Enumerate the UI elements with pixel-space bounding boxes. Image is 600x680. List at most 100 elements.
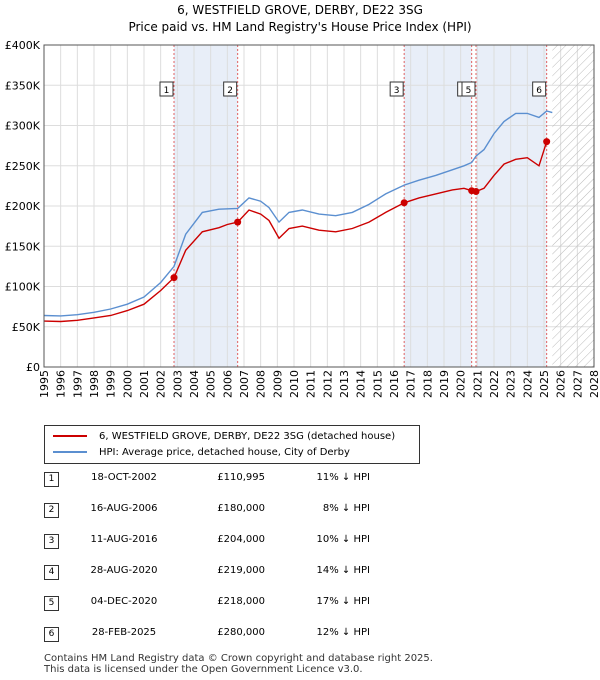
- sale-hpi-diff: 17% ↓ HPI: [316, 596, 370, 607]
- sale-number-badge: 3: [44, 534, 59, 549]
- y-tick-label: £50K: [12, 321, 41, 334]
- legend-label-hpi: HPI: Average price, detached house, City…: [99, 447, 350, 458]
- x-tick-label: 2012: [321, 370, 334, 398]
- footer: Contains HM Land Registry data © Crown c…: [44, 653, 433, 675]
- x-tick-label: 1996: [55, 370, 68, 398]
- legend-swatch-property: [53, 435, 87, 437]
- sale-price: £280,000: [217, 627, 265, 638]
- x-tick-label: 1995: [38, 370, 51, 398]
- legend: 6, WESTFIELD GROVE, DERBY, DE22 3SG (det…: [44, 425, 420, 464]
- legend-item-hpi: HPI: Average price, detached house, City…: [53, 446, 350, 460]
- x-axis: 1995 1996 1997 1998 1999 2000 2001 2002 2003 2004…: [38, 370, 600, 398]
- x-tick-label: 2010: [288, 370, 301, 398]
- sale-number-badge: 5: [44, 596, 59, 611]
- x-tick-label: 2008: [255, 370, 268, 398]
- sale-point: [543, 138, 551, 146]
- sale-price: £218,000: [217, 596, 265, 607]
- x-tick-label: 2005: [205, 370, 218, 398]
- sale-hpi-diff: 12% ↓ HPI: [316, 627, 370, 638]
- sale-hpi-diff: 8% ↓ HPI: [322, 503, 370, 514]
- y-tick-label: £200K: [5, 200, 41, 213]
- y-tick-label: £400K: [5, 39, 41, 52]
- x-tick-label: 2028: [588, 370, 600, 398]
- y-tick-label: £0: [26, 361, 40, 374]
- table-row: 3 11-AUG-2016 £204,000 10% ↓ HPI: [0, 532, 600, 552]
- sale-point: [472, 188, 480, 196]
- footer-copyright: Contains HM Land Registry data © Crown c…: [44, 653, 433, 664]
- x-tick-label: 2014: [355, 370, 368, 398]
- sale-point: [234, 218, 242, 226]
- sale-number-badge: 2: [44, 503, 59, 518]
- x-tick-label: 2015: [371, 370, 384, 398]
- sale-label: 3: [394, 86, 400, 96]
- table-row: 1 18-OCT-2002 £110,995 11% ↓ HPI: [0, 470, 600, 490]
- x-tick-label: 2018: [421, 370, 434, 398]
- legend-swatch-hpi: [53, 451, 87, 453]
- x-tick-label: 2021: [471, 370, 484, 398]
- sale-date-lines: [173, 45, 548, 367]
- x-tick-label: 2024: [521, 370, 534, 398]
- sale-date: 11-AUG-2016: [90, 534, 158, 545]
- x-tick-label: 2022: [488, 370, 501, 398]
- y-tick-label: £150K: [5, 240, 41, 253]
- sale-date: 28-FEB-2025: [91, 627, 157, 638]
- series-line-hpi: [43, 110, 553, 317]
- footer-licence: This data is licensed under the Open Gov…: [44, 664, 363, 675]
- sale-label: 6: [536, 86, 542, 96]
- sale-point: [170, 274, 178, 282]
- sale-price: £219,000: [217, 565, 265, 576]
- x-tick-label: 2004: [188, 370, 201, 398]
- price-chart: 123456 £0£50K£100K£150K£200K£250K£300K£3…: [5, 39, 600, 398]
- sale-date: 18-OCT-2002: [91, 472, 157, 483]
- chart-title: 6, WESTFIELD GROVE, DERBY, DE22 3SG: [177, 3, 423, 17]
- legend-label-property: 6, WESTFIELD GROVE, DERBY, DE22 3SG (det…: [99, 431, 396, 442]
- x-tick-label: 2001: [138, 370, 151, 398]
- x-tick-label: 2003: [171, 370, 184, 398]
- series-line-property: [43, 141, 548, 323]
- sale-date: 04-DEC-2020: [90, 596, 158, 607]
- x-tick-label: 2027: [571, 370, 584, 398]
- x-tick-label: 1998: [88, 370, 101, 398]
- x-tick-label: 2006: [221, 370, 234, 398]
- legend-item-property: 6, WESTFIELD GROVE, DERBY, DE22 3SG (det…: [53, 430, 395, 444]
- sale-label-box: [223, 81, 238, 97]
- sale-price: £180,000: [217, 503, 265, 514]
- table-row: 5 04-DEC-2020 £218,000 17% ↓ HPI: [0, 594, 600, 614]
- x-tick-label: 2009: [271, 370, 284, 398]
- sale-point: [400, 199, 408, 207]
- series-lines: [43, 110, 553, 323]
- sale-hpi-diff: 14% ↓ HPI: [316, 565, 370, 576]
- table-row: 2 16-AUG-2006 £180,000 8% ↓ HPI: [0, 501, 600, 521]
- sale-price: £110,995: [217, 472, 265, 483]
- x-tick-label: 2007: [238, 370, 251, 398]
- y-tick-label: £300K: [5, 120, 41, 133]
- table-row: 6 28-FEB-2025 £280,000 12% ↓ HPI: [0, 625, 600, 645]
- projection-area: [552, 45, 594, 367]
- x-tick-label: 2016: [388, 370, 401, 398]
- x-tick-label: 2019: [438, 370, 451, 398]
- sale-label-box: [532, 81, 547, 97]
- projection-hatch: [552, 45, 594, 367]
- x-tick-label: 2023: [505, 370, 518, 398]
- plot-border: [43, 44, 595, 368]
- chart-subtitle: Price paid vs. HM Land Registry's House …: [128, 20, 472, 34]
- chart-title-block: 6, WESTFIELD GROVE, DERBY, DE22 3SG Pric…: [0, 2, 600, 36]
- y-tick-label: £250K: [5, 160, 41, 173]
- x-tick-label: 2013: [338, 370, 351, 398]
- x-tick-label: 1997: [71, 370, 84, 398]
- x-tick-label: 2002: [155, 370, 168, 398]
- sale-label-box: [461, 81, 476, 97]
- x-tick-label: 2000: [121, 370, 134, 398]
- x-tick-label: 2011: [305, 370, 318, 398]
- sale-label: 5: [466, 86, 472, 96]
- sale-label: 2: [227, 86, 233, 96]
- x-tick-label: 2017: [405, 370, 418, 398]
- y-tick-label: £350K: [5, 79, 41, 92]
- x-tick-label: 2020: [455, 370, 468, 398]
- sale-date: 16-AUG-2006: [90, 503, 158, 514]
- x-tick-label: 2025: [538, 370, 551, 398]
- y-axis: £0 £50K £100K £150K £200K £250K £300K £350K £400…: [5, 39, 41, 374]
- sale-date: 28-AUG-2020: [90, 565, 158, 576]
- x-tick-label: 1999: [105, 370, 118, 398]
- sale-number-badge: 4: [44, 565, 59, 580]
